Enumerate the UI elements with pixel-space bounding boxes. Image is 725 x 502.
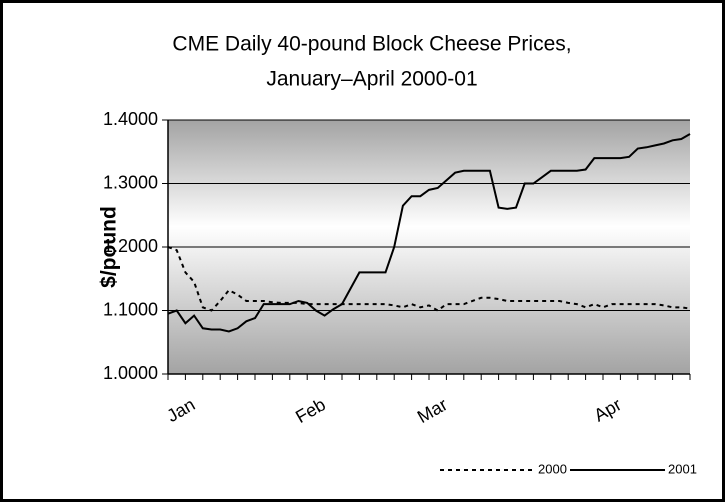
y-tick-label: 1.2000 — [103, 236, 158, 256]
chart-subtitle: January–April 2000-01 — [266, 68, 477, 91]
line-series — [167, 246, 691, 312]
y-tick-label: 1.0000 — [103, 363, 158, 383]
chart-title: CME Daily 40-pound Block Cheese Prices, — [172, 33, 571, 56]
legend-label: 2001 — [668, 461, 697, 476]
y-tick-label: 1.1000 — [103, 299, 158, 319]
y-tick-label: 1.4000 — [103, 109, 158, 129]
y-axis-label: $/pound — [98, 206, 121, 288]
y-tick-label: 1.3000 — [103, 172, 158, 192]
line-series — [167, 133, 691, 333]
legend-label: 2000 — [538, 461, 567, 476]
